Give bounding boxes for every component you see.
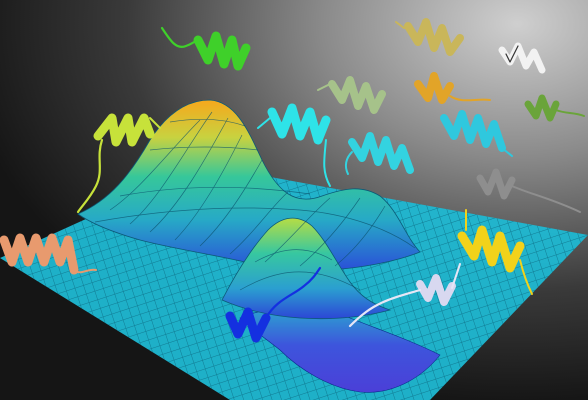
helix-cyan-2: [344, 132, 414, 175]
helix-cyan-1: [257, 103, 331, 187]
energy-peak-secondary: [221, 217, 392, 320]
helix-lime: [76, 113, 161, 214]
helix-salmon: [0, 233, 97, 275]
surface-mesh: [94, 111, 416, 291]
helix-gray: [476, 168, 581, 213]
helix-sage: [317, 76, 386, 114]
helix-cyan-3: [440, 110, 513, 157]
helix-blue: [225, 266, 322, 343]
helix-lavender: [348, 263, 461, 328]
helix-white: [498, 42, 546, 74]
helix-khaki: [395, 18, 464, 56]
helices: [0, 18, 585, 343]
helix-green: [160, 26, 251, 71]
energy-peak-main: [77, 99, 421, 271]
helix-olive: [524, 94, 585, 122]
helix-orange: [414, 72, 491, 104]
helix-yellow: [457, 209, 533, 295]
